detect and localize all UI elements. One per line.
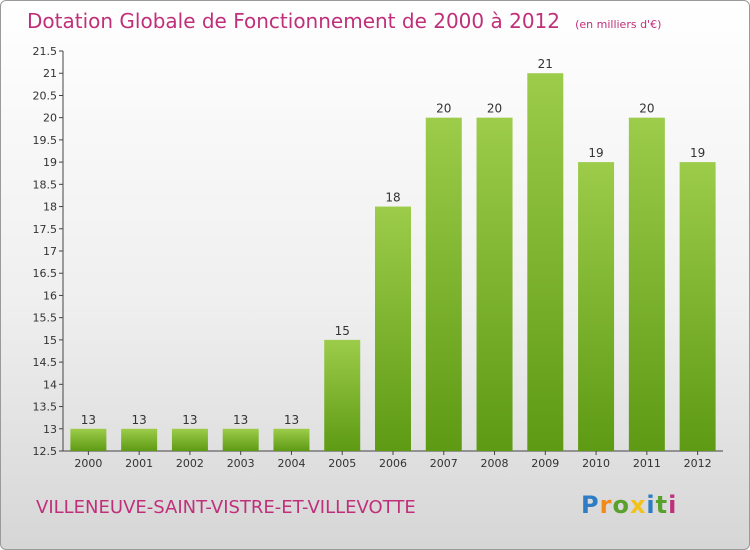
x-tick-label: 2009 (531, 457, 559, 470)
y-tick-label: 13.5 (33, 401, 58, 414)
x-tick-label: 2004 (277, 457, 305, 470)
bar-2002 (171, 428, 208, 451)
y-tick-label: 21 (43, 67, 57, 80)
y-tick-label: 19.5 (33, 134, 58, 147)
x-tick-label: 2010 (582, 457, 610, 470)
y-tick-label: 12.5 (33, 445, 58, 458)
y-tick-label: 13 (43, 423, 57, 436)
bar-2005 (324, 339, 361, 451)
bar-2007 (425, 117, 462, 452)
bar-value-label: 15 (335, 324, 350, 338)
logo-letter: x (629, 491, 647, 519)
x-axis: 2000 2001 2002 2003 2004 2005 2006 2007 2008 2009… (63, 450, 723, 470)
y-tick-label: 14.5 (33, 356, 58, 369)
bar-value-label: 19 (588, 146, 603, 160)
y-tick-label: 19 (43, 156, 57, 169)
x-tick-label: 2001 (125, 457, 153, 470)
bar-2000 (70, 428, 107, 451)
logo-letter: o (612, 491, 630, 519)
x-tick-label: 2000 (74, 457, 102, 470)
y-tick-label: 18.5 (33, 178, 58, 191)
bar-value-label: 21 (538, 57, 553, 71)
y-tick-label: 21.5 (33, 45, 58, 58)
y-tick-label: 16.5 (33, 267, 58, 280)
y-axis: 12.5 13 13.5 14 14.5 15 15.5 16 16.5 17 17.5 18 18.5… (33, 45, 64, 458)
bar-value-label: 18 (385, 191, 400, 205)
x-tick-label: 2011 (633, 457, 661, 470)
bar-2003 (222, 428, 259, 451)
y-tick-label: 14 (43, 378, 57, 391)
bar-value-label: 13 (182, 413, 197, 427)
y-tick-label: 15 (43, 334, 57, 347)
x-tick-label: 2005 (328, 457, 356, 470)
bar-2004 (273, 428, 310, 451)
bar-value-label: 19 (690, 146, 705, 160)
y-tick-label: 16 (43, 289, 57, 302)
bar-value-label: 20 (487, 102, 502, 116)
bar-value-label: 13 (284, 413, 299, 427)
bar-2012 (679, 162, 716, 451)
chart-unit: (en milliers d'€) (575, 18, 662, 31)
bar-2011 (628, 117, 665, 452)
logo-letter: P (581, 491, 600, 519)
x-tick-label: 2003 (227, 457, 255, 470)
y-tick-label: 15.5 (33, 312, 58, 325)
logo-letter: i (668, 491, 678, 519)
bar-2009 (527, 73, 564, 451)
x-tick-label: 2007 (430, 457, 458, 470)
y-tick-label: 20.5 (33, 89, 58, 102)
bar-2006 (375, 206, 411, 451)
proxiti-logo: Proxiti (581, 491, 677, 519)
x-tick-label: 2002 (176, 457, 204, 470)
bar-value-label: 13 (132, 413, 147, 427)
bar-2010 (578, 162, 615, 451)
bar-2001 (121, 428, 158, 451)
y-tick-label: 18 (43, 201, 57, 214)
x-tick-label: 2012 (684, 457, 712, 470)
bar-value-label: 13 (233, 413, 248, 427)
bar-value-label: 13 (81, 413, 96, 427)
commune-name: VILLENEUVE-SAINT-VISTRE-ET-VILLEVOTTE (36, 497, 416, 518)
x-tick-label: 2006 (379, 457, 407, 470)
y-tick-label: 17 (43, 245, 57, 258)
bar-value-label: 20 (639, 102, 654, 116)
bar-2008 (476, 117, 513, 452)
y-tick-label: 20 (43, 112, 57, 125)
bars (70, 73, 716, 452)
x-tick-label: 2008 (481, 457, 509, 470)
title-row: Dotation Globale de Fonctionnement de 20… (27, 9, 661, 33)
value-labels: 13 13 13 13 13 15 18 20 20 21 19 20 19 (81, 57, 706, 427)
logo-letter: i (646, 491, 656, 519)
logo-letter: t (655, 491, 669, 519)
chart-title: Dotation Globale de Fonctionnement de 20… (27, 9, 560, 33)
y-tick-label: 17.5 (33, 223, 58, 236)
bar-value-label: 20 (436, 102, 451, 116)
logo-letter: r (599, 491, 613, 519)
